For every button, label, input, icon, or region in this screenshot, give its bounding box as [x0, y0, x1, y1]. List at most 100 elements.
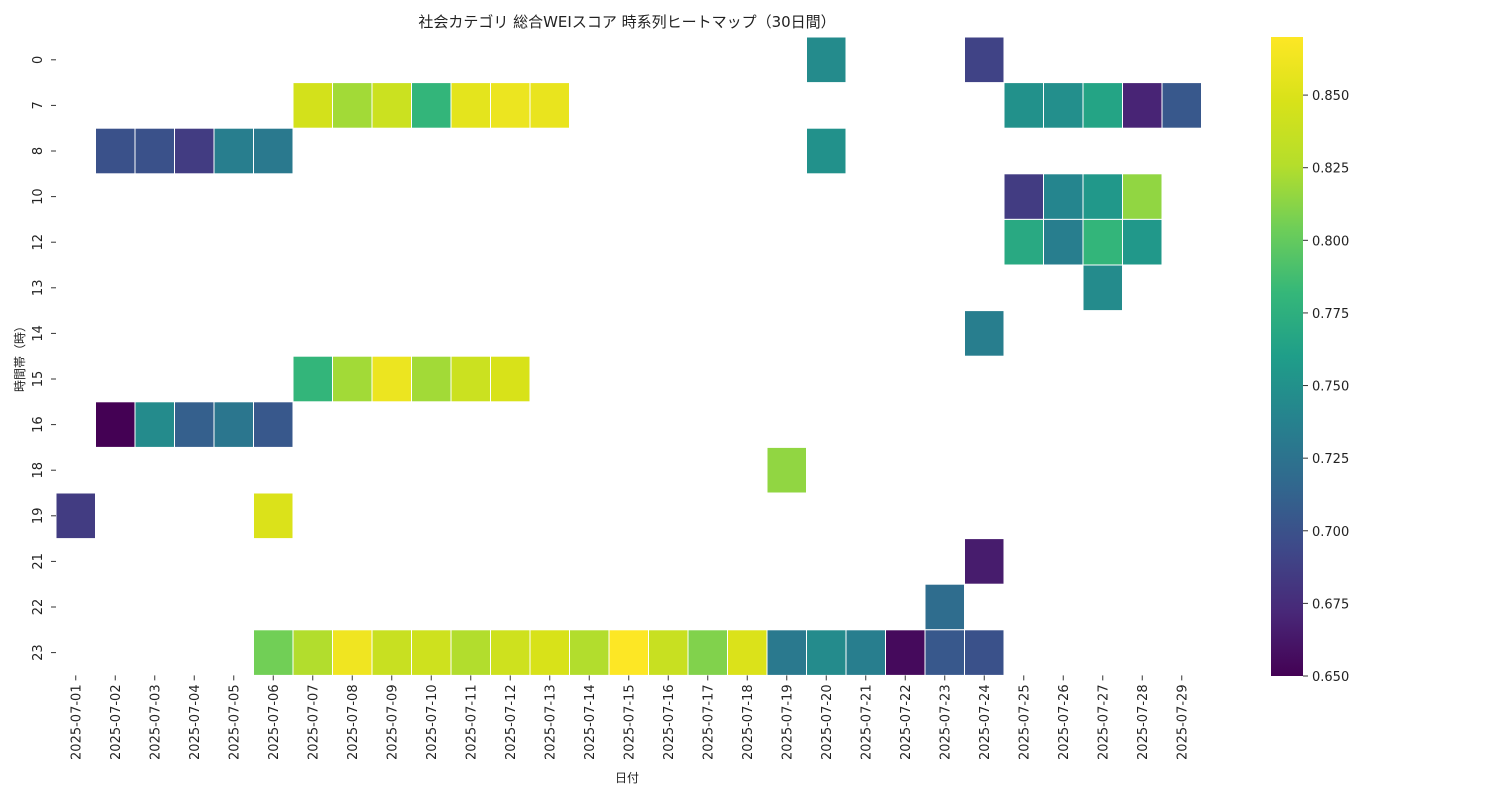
x-tick-label: 2025-07-25	[1017, 684, 1032, 760]
heatmap-cell	[95, 127, 136, 175]
heatmap-cell	[1043, 218, 1084, 266]
heatmap-cell	[924, 629, 965, 676]
heatmap-cell	[1043, 82, 1084, 129]
y-tick-label: 23	[31, 644, 46, 661]
heatmap-cell	[1122, 173, 1163, 220]
colorbar-tick-label: 0.775	[1312, 307, 1349, 322]
x-tick-label: 2025-07-02	[109, 684, 124, 760]
heatmap-cell	[569, 629, 610, 676]
colorbar-tick-label: 0.700	[1312, 525, 1349, 540]
x-tick-label: 2025-07-08	[346, 684, 361, 760]
heatmap-cell	[213, 127, 254, 175]
heatmap-cell	[885, 629, 926, 676]
x-tick-label: 2025-07-13	[543, 684, 558, 760]
heatmap-cell	[1082, 173, 1123, 220]
heatmap-cell	[964, 36, 1005, 84]
x-tick-label: 2025-07-20	[820, 684, 835, 760]
colorbar-gradient	[1271, 37, 1303, 676]
heatmap-cell	[371, 82, 412, 129]
heatmap-cell	[134, 127, 175, 175]
x-tick-label: 2025-07-03	[148, 684, 163, 760]
colorbar-tick-label: 0.850	[1312, 89, 1349, 104]
heatmap-cell	[806, 629, 847, 676]
x-tick-label: 2025-07-26	[1057, 684, 1072, 760]
heatmap-cell	[55, 492, 96, 540]
x-tick-label: 2025-07-17	[701, 684, 716, 760]
x-tick-label: 2025-07-28	[1136, 684, 1151, 760]
y-tick-label: 14	[31, 325, 46, 342]
heatmap-cell	[1122, 218, 1163, 266]
y-axis-label: 時間帯（時）	[13, 320, 27, 392]
y-tick-label: 10	[31, 188, 46, 205]
heatmap-cell	[292, 82, 333, 129]
heatmap-cell	[529, 629, 570, 676]
colorbar-tick-label: 0.650	[1312, 670, 1349, 685]
heatmap-cell	[411, 82, 452, 129]
heatmap-cell	[450, 355, 491, 403]
colorbar-ticks: 0.650 0.675 0.700 0.725 0.750 0.775 0.800 0.825…	[1303, 89, 1349, 685]
colorbar-tick-label: 0.800	[1312, 234, 1349, 249]
x-tick-label: 2025-07-14	[583, 684, 598, 760]
x-tick-label: 2025-07-24	[978, 684, 993, 760]
heatmap-cell	[332, 82, 373, 129]
x-tick-label: 2025-07-27	[1096, 684, 1111, 760]
heatmap-cell	[371, 629, 412, 676]
y-tick-label: 21	[31, 553, 46, 570]
heatmap-cell	[1003, 173, 1044, 220]
colorbar: 0.650 0.675 0.700 0.725 0.750 0.775 0.800 0.825…	[1271, 37, 1349, 685]
heatmap-cell	[1003, 218, 1044, 266]
y-tick-label: 0	[31, 56, 46, 64]
heatmap-cell	[95, 401, 136, 448]
colorbar-tick-label: 0.825	[1312, 162, 1349, 177]
heatmap-cell	[845, 629, 886, 676]
y-tick-label: 7	[31, 101, 46, 109]
heatmap-cells	[55, 36, 1202, 676]
heatmap-cell	[529, 82, 570, 129]
heatmap-cell	[253, 401, 294, 448]
x-tick-label: 2025-07-11	[464, 684, 479, 760]
y-tick-label: 15	[31, 371, 46, 388]
heatmap-cell	[490, 355, 531, 403]
colorbar-tick-label: 0.725	[1312, 452, 1349, 467]
heatmap-cell	[648, 629, 689, 676]
x-tick-label: 2025-07-15	[622, 684, 637, 760]
heatmap-cell	[806, 36, 847, 84]
heatmap-cell	[213, 401, 254, 448]
y-tick-label: 12	[31, 234, 46, 251]
x-tick-label: 2025-07-19	[780, 684, 795, 760]
heatmap-cell	[332, 355, 373, 403]
y-tick-label: 8	[31, 147, 46, 155]
x-tick-label: 2025-07-04	[188, 684, 203, 760]
heatmap-cell	[1122, 82, 1163, 129]
heatmap-cell	[1043, 173, 1084, 220]
heatmap-cell	[332, 629, 373, 676]
y-tick-label: 22	[31, 599, 46, 616]
heatmap-cell	[253, 629, 294, 676]
x-tick-label: 2025-07-09	[385, 684, 400, 760]
x-tick-label: 2025-07-01	[69, 684, 84, 760]
heatmap-cell	[253, 127, 294, 175]
x-tick-label: 2025-07-23	[938, 684, 953, 760]
heatmap-cell	[134, 401, 175, 448]
x-tick-label: 2025-07-22	[899, 684, 914, 760]
heatmap-cell	[292, 629, 333, 676]
heatmap-cell	[174, 401, 215, 448]
heatmap-cell	[964, 538, 1005, 585]
heatmap-cell	[766, 446, 807, 494]
y-tick-label: 16	[31, 416, 46, 433]
x-tick-label: 2025-07-06	[267, 684, 282, 760]
heatmap-cell	[490, 82, 531, 129]
heatmap-cell	[253, 492, 294, 540]
y-axis-ticks: 0 7 8 10 12 13 14 15 16 18 19 21 22 23	[31, 56, 56, 661]
x-tick-label: 2025-07-16	[662, 684, 677, 760]
x-axis-label: 日付	[615, 771, 639, 785]
heatmap-cell	[687, 629, 728, 676]
y-tick-label: 19	[31, 508, 46, 525]
y-tick-label: 13	[31, 280, 46, 297]
x-tick-label: 2025-07-18	[741, 684, 756, 760]
heatmap-cell	[1003, 82, 1044, 129]
heatmap-cell	[450, 629, 491, 676]
x-tick-label: 2025-07-12	[504, 684, 519, 760]
x-tick-label: 2025-07-21	[859, 684, 874, 760]
